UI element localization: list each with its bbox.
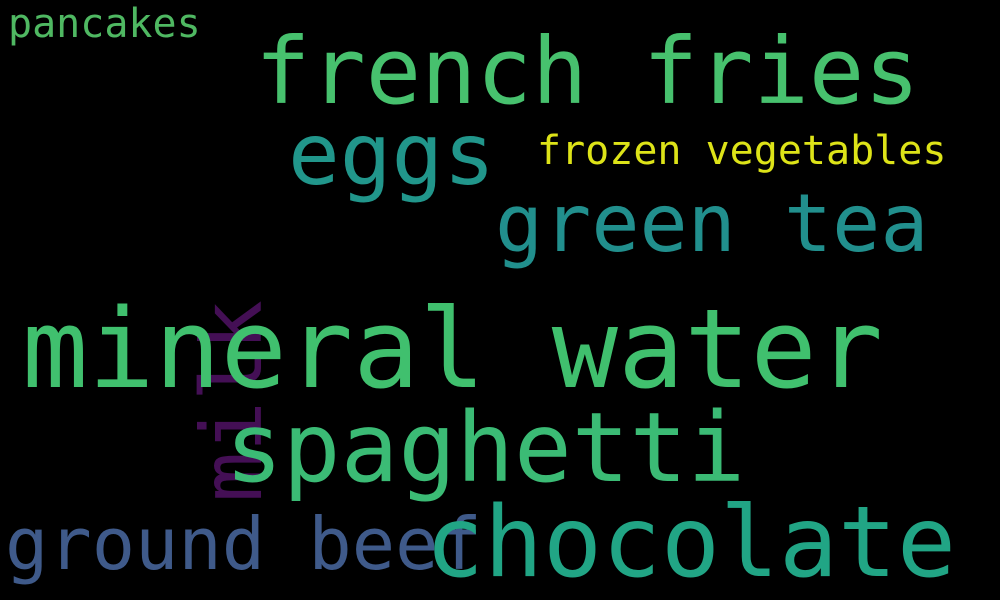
word-pancakes: pancakes: [8, 1, 201, 47]
word-frozen-vegetables: frozen vegetables: [537, 128, 947, 174]
word-ground-beef: ground beef: [5, 502, 482, 586]
word-green-tea: green tea: [495, 177, 929, 270]
word-eggs: eggs: [288, 105, 496, 205]
word-french-fries: french fries: [255, 18, 920, 125]
word-mineral-water: mineral water: [22, 285, 883, 413]
word-spaghetti: spaghetti: [225, 392, 746, 504]
word-chocolate: chocolate: [425, 486, 957, 600]
